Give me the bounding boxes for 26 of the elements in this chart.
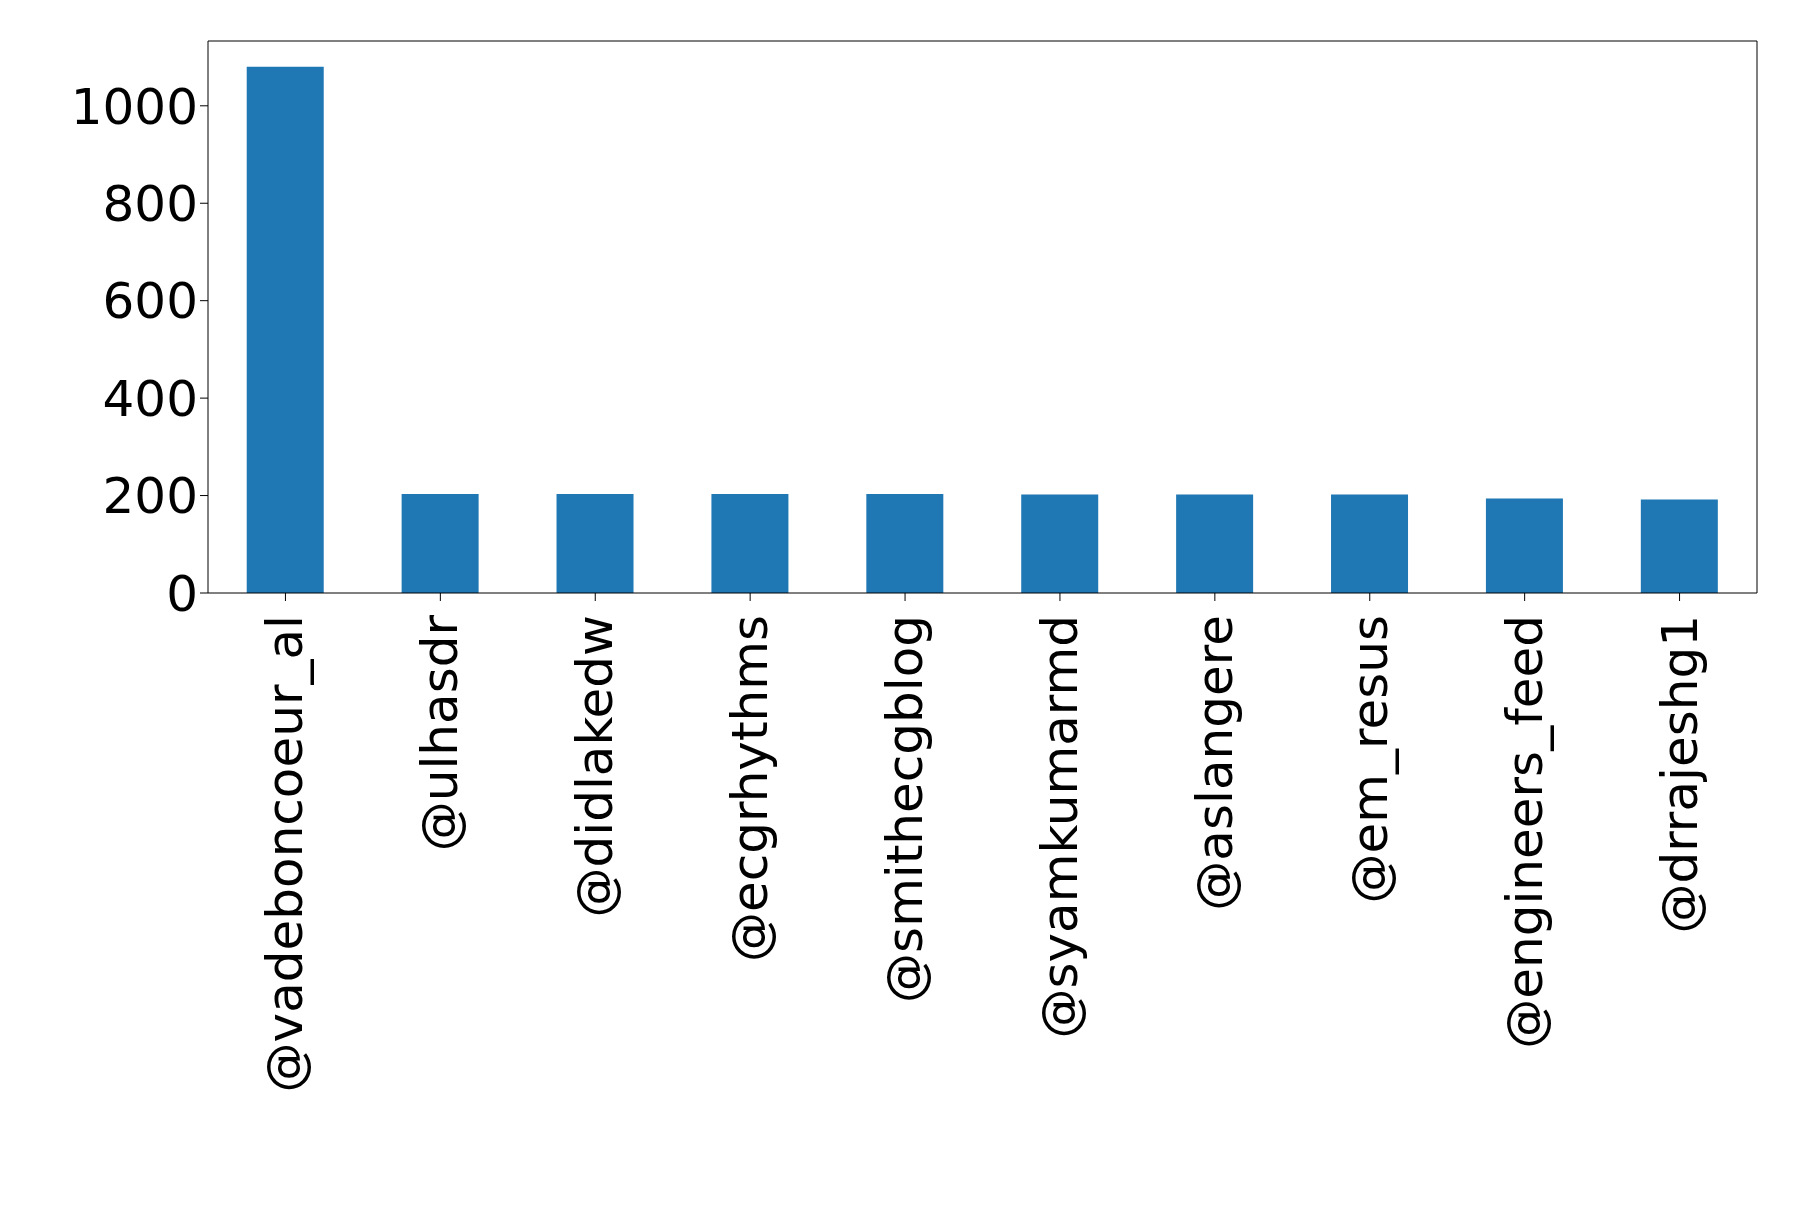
x-tick-label: @syamkumarmd	[1030, 615, 1089, 1039]
bar	[556, 494, 634, 593]
bar	[1485, 498, 1563, 593]
x-tick-label: @ecgrhythms	[721, 615, 780, 962]
x-tick-label: @vadeboncoeur_al	[256, 615, 315, 1093]
y-tick-label: 400	[102, 369, 198, 428]
y-tick-label: 800	[102, 174, 198, 233]
bar	[1331, 494, 1409, 593]
bar	[1176, 494, 1254, 593]
x-tick-label: @ulhasdr	[411, 614, 470, 852]
y-tick-label: 200	[102, 467, 198, 526]
bar	[866, 494, 944, 593]
bar	[711, 494, 789, 593]
x-tick-label: @em_resus	[1340, 615, 1399, 904]
bar	[401, 494, 479, 593]
y-tick-label: 0	[166, 564, 198, 623]
bar	[1640, 499, 1718, 593]
x-tick-label: @aslangere	[1185, 615, 1244, 911]
x-tick-label: @engineers_feed	[1495, 615, 1554, 1049]
x-tick-label: @smithecgblog	[876, 615, 935, 1003]
x-tick-label: @drrajeshg1	[1650, 615, 1709, 934]
bar	[1021, 494, 1099, 593]
x-tick-label: @didlakedw	[566, 615, 625, 918]
y-tick-label: 1000	[70, 77, 198, 136]
y-tick-label: 600	[102, 272, 198, 331]
bar	[246, 66, 324, 593]
